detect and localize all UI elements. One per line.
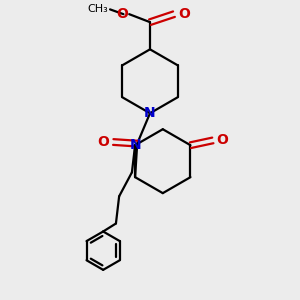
Text: O: O [178, 7, 190, 21]
Text: O: O [217, 134, 229, 147]
Text: O: O [116, 7, 127, 21]
Text: N: N [144, 106, 156, 120]
Text: N: N [129, 138, 141, 152]
Text: O: O [98, 135, 110, 149]
Text: CH₃: CH₃ [88, 4, 109, 14]
